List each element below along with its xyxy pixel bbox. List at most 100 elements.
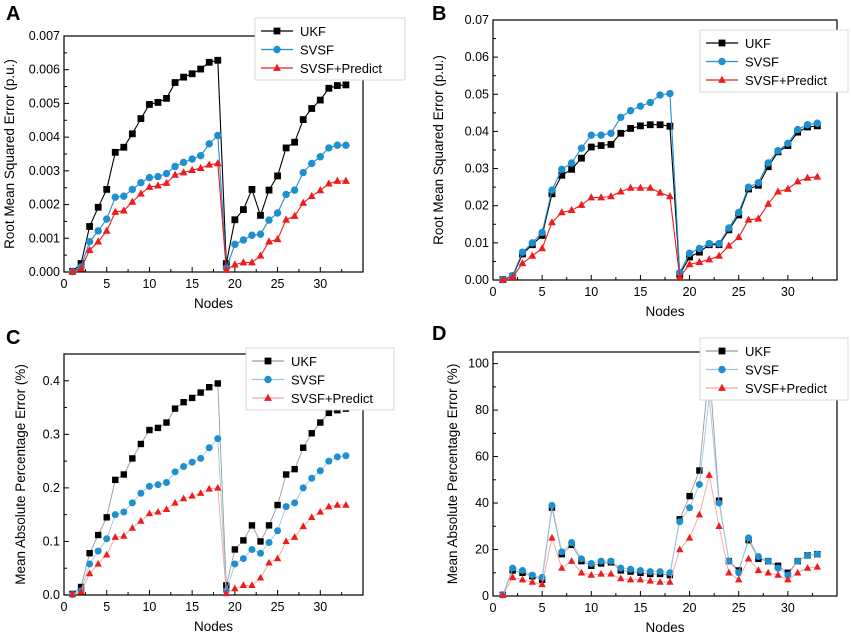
data-point-svsf <box>567 159 576 167</box>
data-point-predict <box>205 484 213 492</box>
data-point-svsf <box>308 474 316 482</box>
data-point-ukf <box>137 115 145 122</box>
data-point-predict <box>646 576 654 584</box>
data-point-svsf <box>784 571 792 579</box>
y-tick-label: 0.05 <box>465 87 489 101</box>
data-point-svsf <box>316 467 324 475</box>
data-point-predict <box>557 208 566 216</box>
data-point-predict <box>695 510 704 518</box>
data-point-ukf <box>206 384 213 391</box>
y-tick-label: 40 <box>475 496 489 510</box>
data-point-svsf <box>745 534 753 542</box>
legend: UKF SVSF SVSF+Predict <box>699 337 849 401</box>
x-tick-label: 25 <box>271 600 285 614</box>
data-point-predict <box>342 176 350 184</box>
series-predict <box>68 483 350 598</box>
data-point-predict <box>724 241 733 249</box>
data-point-predict <box>205 160 214 168</box>
data-point-svsf <box>103 215 111 223</box>
data-point-ukf <box>299 116 307 124</box>
x-tick-label: 30 <box>781 285 795 299</box>
data-point-predict <box>85 569 94 577</box>
data-point-predict <box>666 192 674 200</box>
data-point-svsf <box>163 479 171 487</box>
data-point-predict <box>248 581 256 589</box>
data-point-predict <box>676 545 684 553</box>
data-point-predict <box>754 214 763 222</box>
data-point-ukf <box>696 467 703 474</box>
data-point-predict <box>813 172 822 180</box>
data-point-svsf <box>774 564 782 572</box>
data-point-ukf <box>325 409 333 417</box>
data-point-ukf <box>111 148 119 156</box>
data-point-ukf <box>568 165 576 173</box>
data-point-ukf <box>248 186 256 193</box>
x-tick-label: 0 <box>61 277 68 291</box>
data-point-ukf <box>265 522 273 529</box>
data-point-predict <box>316 507 324 515</box>
data-point-svsf <box>804 551 812 559</box>
y-tick-label: 0.000 <box>29 265 60 279</box>
data-point-predict <box>308 513 316 521</box>
data-point-ukf <box>558 171 566 179</box>
y-tick-label: 0.4 <box>43 374 60 388</box>
y-tick-label: 0.00 <box>465 273 489 287</box>
data-point-predict <box>774 187 782 195</box>
data-point-ukf <box>308 105 316 112</box>
data-point-ukf <box>240 206 247 214</box>
data-point-predict <box>325 502 333 510</box>
data-point-predict <box>265 558 273 566</box>
data-point-predict <box>685 260 694 268</box>
data-point-predict <box>587 571 595 578</box>
data-point-svsf <box>715 239 723 248</box>
data-point-svsf <box>137 178 145 187</box>
series-line-predict <box>72 162 346 273</box>
data-point-svsf <box>342 452 350 460</box>
x-tick-label: 5 <box>539 285 546 299</box>
data-point-svsf <box>587 559 595 567</box>
legend-label-predict: SVSF+Predict <box>745 73 827 88</box>
data-point-ukf <box>637 122 644 130</box>
data-point-predict <box>656 188 664 196</box>
data-point-svsf <box>764 159 772 167</box>
data-point-predict <box>197 489 205 496</box>
data-point-svsf <box>94 227 102 235</box>
data-point-ukf <box>597 142 605 149</box>
y-tick-label: 0.04 <box>465 124 489 138</box>
data-point-predict <box>803 173 812 181</box>
data-point-predict <box>162 178 171 186</box>
data-point-ukf <box>120 143 128 151</box>
data-point-predict <box>558 564 566 571</box>
data-point-predict <box>607 569 615 577</box>
data-point-predict <box>636 575 645 583</box>
data-point-svsf <box>128 185 137 194</box>
data-point-ukf <box>112 476 119 484</box>
data-point-svsf <box>784 139 792 148</box>
series-svsf <box>69 435 350 598</box>
data-point-ukf <box>666 122 674 130</box>
data-point-predict <box>188 491 196 499</box>
data-point-predict <box>656 578 664 585</box>
data-point-ukf <box>214 56 222 64</box>
data-point-predict <box>103 550 111 558</box>
legend: UKF SVSF SVSF+Predict <box>699 29 849 93</box>
data-point-svsf <box>137 489 145 497</box>
data-point-predict <box>136 189 145 197</box>
legend-label-svsf: SVSF <box>291 373 325 388</box>
data-point-ukf <box>308 430 315 437</box>
data-point-predict <box>597 193 606 201</box>
data-point-predict <box>102 226 111 234</box>
x-tick-label: 25 <box>732 601 746 615</box>
data-point-ukf <box>146 426 153 434</box>
data-point-predict <box>538 244 547 252</box>
data-point-predict <box>265 237 273 245</box>
y-tick-label: 60 <box>475 450 489 464</box>
data-point-ukf <box>274 501 281 509</box>
data-point-svsf <box>205 444 213 452</box>
data-point-predict <box>734 233 743 241</box>
legend-marker-ukf <box>273 27 281 35</box>
data-point-predict <box>508 573 517 581</box>
y-axis-title: Root Mean Squared Error (p.u.) <box>2 59 17 249</box>
x-tick-label: 0 <box>490 285 497 299</box>
